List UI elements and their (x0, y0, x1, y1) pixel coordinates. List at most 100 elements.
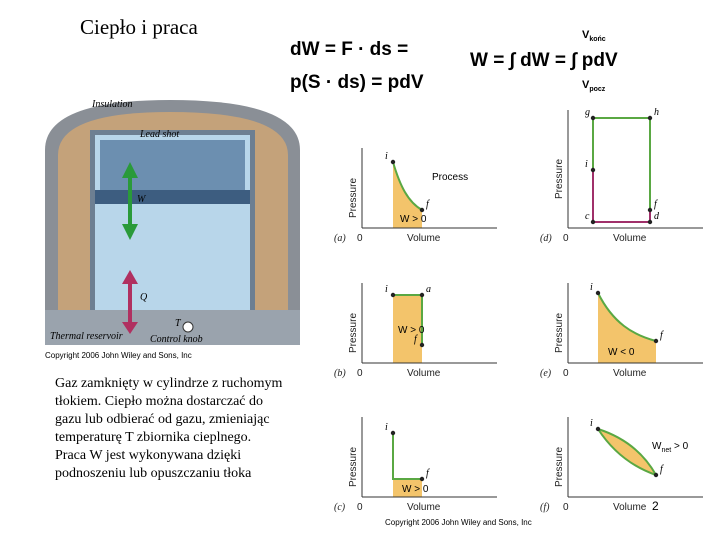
work-label: W > 0 (402, 484, 429, 495)
work-label: W > 0 (398, 325, 425, 336)
state-label: g (585, 107, 590, 118)
paragraph-line: Gaz zamknięty w cylindrze z ruchomym (55, 376, 283, 391)
y-axis-label: Pressure (554, 159, 565, 199)
state-label: i (590, 282, 593, 293)
heat-arrow-heads (122, 270, 138, 334)
x-axis-label: Volume (613, 368, 647, 379)
x-axis-label: Volume (407, 502, 441, 513)
state-point (647, 207, 653, 213)
process-path (392, 433, 422, 480)
work-symbol: W > 0 (398, 325, 425, 336)
work-label: Wnet > 0 (652, 441, 689, 454)
state-label: f (426, 199, 430, 210)
y-axis-label: Pressure (348, 178, 359, 218)
piston (95, 190, 250, 204)
copyright: Copyright 2006 John Wiley and Sons, Inc (45, 351, 192, 360)
state-label: f (414, 334, 418, 345)
panel-label: (b) (334, 368, 346, 379)
state-point (653, 472, 659, 478)
state-point (653, 338, 659, 344)
thermal-reservoir (45, 310, 300, 345)
process-path (592, 170, 651, 223)
paragraph-line: Praca W jest wykonywana dzięki (55, 448, 241, 463)
process-path (597, 428, 657, 476)
y-axis-label: Pressure (554, 447, 565, 487)
y-axis-label: Pressure (348, 447, 359, 487)
paragraph-line: temperaturę T zbiornika cieplnego. (55, 430, 251, 445)
state-label: i (385, 284, 388, 295)
lead-shot (100, 140, 245, 190)
state-label: i (385, 422, 388, 433)
work-subscript: net (661, 447, 671, 454)
origin-label: 0 (357, 233, 363, 244)
x-axis-label: Volume (613, 502, 647, 513)
limit-upper: Vkońc (582, 29, 606, 43)
panel-label: (c) (334, 502, 346, 513)
process-path (597, 428, 657, 476)
origin-label: 0 (563, 233, 569, 244)
label: T (175, 318, 182, 329)
state-point (419, 342, 425, 348)
work-symbol: W < 0 (608, 347, 635, 358)
process-path (392, 161, 423, 211)
y-axis-label: Pressure (554, 313, 565, 353)
work-area (393, 479, 422, 497)
origin-label: 0 (357, 368, 363, 379)
work-symbol: W (652, 441, 662, 452)
pv-panels: i f Pressure Volume 0 (a) Process W > 0 i a f Press… (334, 107, 703, 513)
formula-line: p(S · ds) = pdV (290, 72, 424, 93)
work-area (393, 162, 422, 228)
state-label: f (660, 330, 664, 341)
label: Control knob (150, 334, 203, 345)
state-label: h (654, 107, 659, 118)
work-rest: > 0 (671, 441, 688, 452)
slide-title: Ciepło i praca (80, 15, 198, 39)
formula-line: dW = F · ds = (290, 39, 408, 60)
label: W (137, 194, 147, 205)
work-area (598, 293, 656, 363)
work-area (598, 429, 656, 475)
work-symbol: W > 0 (402, 484, 429, 495)
panel-label: (a) (334, 233, 346, 244)
limit-lower: Vpocz (582, 79, 606, 93)
state-label: d (654, 211, 660, 222)
panel-label: (e) (540, 368, 552, 379)
state-label: i (585, 159, 588, 170)
state-label: i (385, 151, 388, 162)
page-number: 2 (652, 499, 659, 513)
footer: Copyright 2006 John Wiley and Sons, Inc (385, 518, 532, 527)
state-point (647, 115, 653, 121)
x-axis-label: Volume (407, 368, 441, 379)
work-symbol: W > 0 (400, 214, 427, 225)
pv-panel: i f Pressure Volume 0 (a) Process W > 0 (334, 148, 497, 244)
state-label: f (426, 468, 430, 479)
label: Insulation (91, 99, 133, 110)
pv-panel: i f Pressure Volume 0 (c) W > 0 (334, 417, 497, 513)
origin-label: 0 (357, 502, 363, 513)
state-label: a (426, 284, 431, 295)
paragraph: Gaz zamknięty w cylindrze z ruchomym tłok… (55, 376, 283, 481)
state-point (390, 430, 396, 436)
work-label: W > 0 (400, 214, 427, 225)
state-point (647, 219, 653, 225)
state-point (595, 290, 601, 296)
y-axis-label: Pressure (348, 313, 359, 353)
state-point (419, 476, 425, 482)
paragraph-line: gazu lub odbierać od gazu, zmieniając (55, 412, 270, 427)
x-axis-label: Volume (613, 233, 647, 244)
panel-label: (d) (540, 233, 552, 244)
pv-panel: i f Pressure Volume 0 (f) Wnet > 0 (540, 417, 703, 513)
pv-panel: g h i f c d Pressure Volume 0 (d) (540, 107, 703, 244)
label: Thermal reservoir (50, 331, 123, 342)
pv-panel: i f Pressure Volume 0 (e) W < 0 (540, 282, 703, 379)
paragraph-line: podnoszeniu lub opuszczaniu tłoka (55, 466, 252, 481)
label: Q (140, 292, 148, 303)
paragraph-line: tłokiem. Ciepło można dostarczać do (55, 394, 263, 409)
control-knob (182, 321, 194, 333)
work-label: W < 0 (608, 347, 635, 358)
state-point (419, 207, 425, 213)
label: Lead shot (139, 129, 179, 140)
pv-panel: i a f Pressure Volume 0 (b) W > 0 (334, 283, 497, 379)
work-arrow-heads (122, 162, 138, 240)
